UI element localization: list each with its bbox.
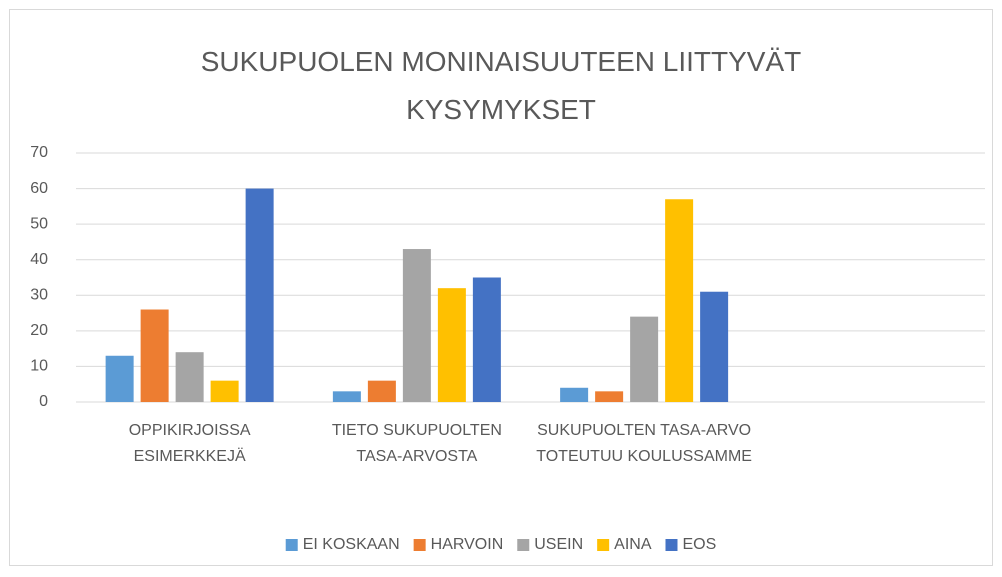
y-tick-label: 0 [39, 393, 48, 410]
y-tick-label: 40 [30, 251, 48, 268]
y-tick-label: 60 [30, 180, 48, 197]
legend-swatch [597, 539, 610, 551]
y-tick-label: 30 [30, 287, 48, 304]
x-tick-label: SUKUPUOLTEN TASA-ARVO TOTEUTUU KOULUSSAM… [536, 422, 752, 465]
y-tick-label: 20 [30, 322, 48, 339]
legend-swatch [285, 539, 298, 551]
bar [665, 199, 694, 402]
bar [402, 249, 431, 402]
bar [140, 309, 169, 402]
legend-label: EI KOSKAAN [303, 536, 400, 553]
chart-border [9, 9, 993, 566]
bar [700, 291, 729, 402]
bar [367, 380, 396, 402]
legend-swatch [665, 539, 678, 551]
x-tick-label: TIETO SUKUPUOLTEN TASA-ARVOSTA [331, 422, 502, 465]
bar [245, 188, 274, 402]
y-tick-label: 50 [30, 215, 48, 232]
bar [105, 355, 134, 402]
bar [595, 391, 624, 402]
y-tick-label: 10 [30, 358, 48, 375]
bar [332, 391, 361, 402]
bar [630, 316, 659, 402]
y-tick-label: 70 [30, 144, 48, 161]
legend-label: AINA [614, 536, 652, 553]
bar [175, 352, 204, 402]
bar [437, 288, 466, 402]
bar [210, 380, 239, 402]
legend-label: USEIN [534, 536, 583, 553]
x-tick-label: OPPIKIRJOISSA ESIMERKKEJÄ [128, 422, 251, 465]
legend-label: EOS [682, 536, 716, 553]
bar [560, 387, 589, 402]
legend-label: HARVOIN [431, 536, 504, 553]
legend-swatch [413, 539, 426, 551]
chart-title: SUKUPUOLEN MONINAISUUTEEN LIITTYVÄT KYSY… [200, 46, 802, 125]
legend-swatch [517, 539, 530, 551]
bar [472, 277, 501, 402]
